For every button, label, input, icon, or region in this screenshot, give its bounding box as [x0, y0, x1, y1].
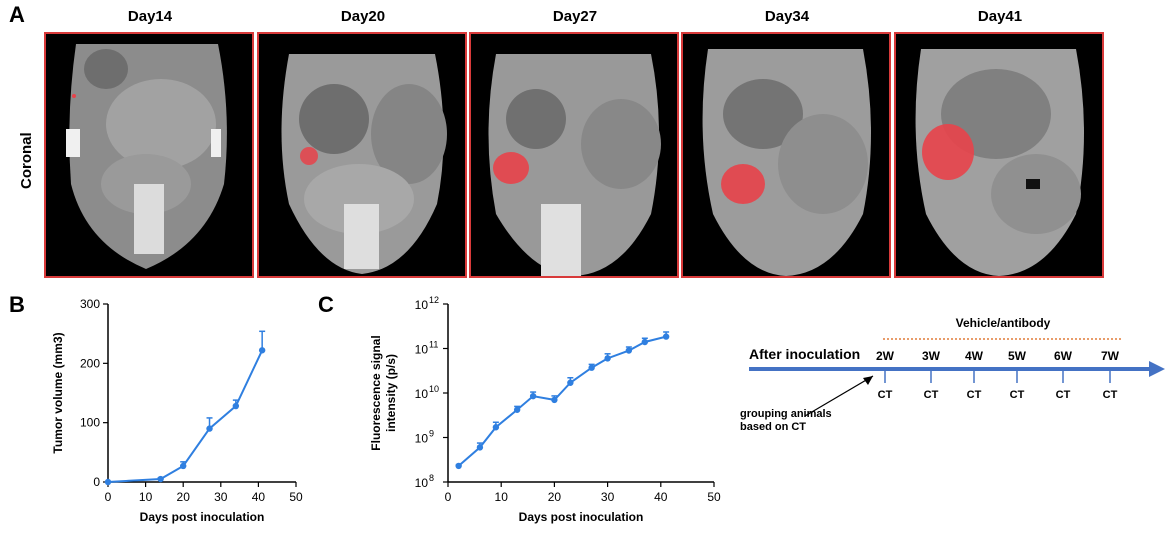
grouping-arrow	[804, 375, 874, 417]
data-point	[625, 347, 633, 354]
x-tick-label: 30	[601, 490, 615, 504]
y-tick-exponent: 10	[429, 384, 439, 394]
data-point	[567, 379, 574, 386]
week-label: 7W	[1101, 349, 1120, 363]
x-tick-label: 40	[654, 490, 668, 504]
ct-scan-day14	[44, 32, 254, 278]
data-point	[641, 338, 649, 346]
coronal-row-label: Coronal	[18, 132, 35, 189]
week-label: 3W	[922, 349, 941, 363]
series-line	[107, 349, 264, 483]
series-line	[457, 335, 667, 467]
week-label: 5W	[1008, 349, 1027, 363]
data-point	[588, 364, 595, 371]
timeline-arrowhead	[1149, 361, 1165, 377]
y-axis-label-line1: Fluorescence signal	[369, 335, 383, 450]
y-tick-exponent: 11	[429, 340, 438, 350]
y-tick-label: 10	[415, 343, 429, 357]
data-point	[180, 462, 187, 470]
data-point	[492, 424, 500, 431]
x-tick-label: 0	[445, 490, 452, 504]
y-tick-label: 10	[415, 298, 429, 312]
grouping-note-line1: grouping animals	[740, 408, 832, 420]
week-label: 2W	[876, 349, 895, 363]
x-tick-label: 50	[707, 490, 721, 504]
y-tick-label: 300	[80, 297, 100, 311]
grouping-note-line2: based on CT	[740, 421, 806, 430]
x-tick-label: 10	[495, 490, 509, 504]
data-point	[104, 478, 112, 486]
y-tick-exponent: 9	[429, 429, 434, 439]
x-tick-label: 20	[548, 490, 562, 504]
treatment-timeline: Vehicle/antibody After inoculation 2W CT 3…	[740, 316, 1165, 430]
data-point	[455, 462, 462, 470]
week-label: 6W	[1054, 349, 1073, 363]
data-point	[157, 475, 164, 483]
ct-marker: CT	[924, 389, 939, 401]
y-tick-label: 10	[415, 387, 429, 401]
ct-scan-day20	[257, 32, 467, 278]
ct-scan-day34	[681, 32, 891, 278]
y-tick-label: 10	[415, 476, 429, 490]
panel-b-letter: B	[9, 292, 25, 317]
x-axis-label: Days post inoculation	[140, 510, 265, 524]
day-label-14: Day14	[127, 8, 173, 25]
data-point	[604, 355, 611, 362]
x-tick-label: 30	[214, 490, 228, 504]
ct-marker: CT	[878, 389, 893, 401]
y-axis-label: Tumor volume (mm3)	[51, 332, 65, 453]
week-label: 4W	[965, 349, 984, 363]
data-point	[258, 347, 266, 354]
data-point	[551, 396, 558, 404]
panel-c-letter: C	[318, 292, 334, 317]
day-label-41: Day41	[977, 8, 1023, 25]
x-tick-label: 10	[139, 490, 153, 504]
data-point	[529, 392, 537, 400]
ct-marker: CT	[967, 389, 982, 401]
data-point	[662, 333, 670, 340]
ct-marker: CT	[1103, 389, 1118, 401]
x-tick-label: 0	[105, 490, 112, 504]
y-tick-label: 10	[415, 432, 429, 446]
day-label-27: Day27	[552, 8, 598, 25]
timeline-title: After inoculation	[749, 346, 860, 362]
ct-marker: CT	[1056, 389, 1071, 401]
y-tick-exponent: 8	[429, 473, 434, 483]
tumor-volume-chart: 0 100 200 300 0 10 20 30 40 50 Days post inoculati…	[51, 297, 303, 524]
panel-a-letter: A	[9, 2, 25, 27]
x-axis-label: Days post inoculation	[519, 510, 644, 524]
data-point	[232, 402, 240, 410]
data-point	[513, 406, 521, 413]
ct-scan-day27	[469, 32, 679, 278]
x-tick-label: 20	[177, 490, 191, 504]
ct-marker: CT	[1010, 389, 1025, 401]
data-point	[476, 444, 484, 451]
y-tick-exponent: 12	[429, 295, 439, 305]
x-tick-label: 40	[252, 490, 266, 504]
data-point	[206, 425, 213, 432]
x-tick-label: 50	[289, 490, 303, 504]
day-label-20: Day20	[340, 8, 386, 25]
y-tick-label: 100	[80, 416, 100, 430]
treatment-label: Vehicle/antibody	[956, 316, 1051, 330]
y-axis-label-line2: intensity (p/s)	[384, 354, 398, 432]
day-label-34: Day34	[764, 8, 810, 25]
y-tick-label: 0	[93, 475, 100, 489]
ct-scan-day41	[894, 32, 1104, 278]
y-tick-label: 200	[80, 356, 100, 370]
